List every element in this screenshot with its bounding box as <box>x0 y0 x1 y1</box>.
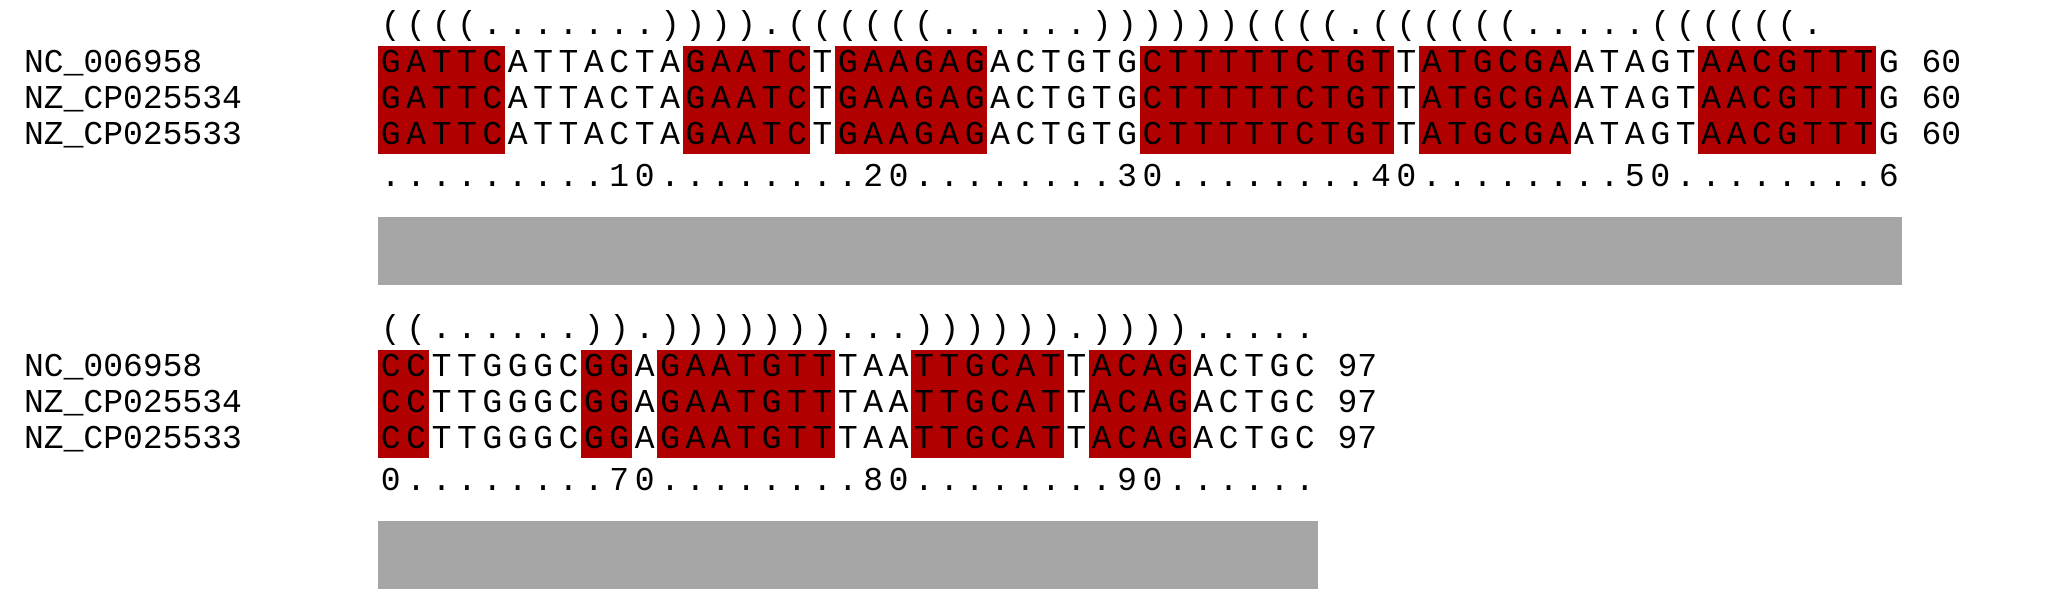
sequence-end-position: 60 <box>1921 117 1962 154</box>
sequence-name: NZ_CP025534 <box>24 81 242 118</box>
structure-line: ((((.......)))).((((((......))))))((((.(… <box>380 7 1823 44</box>
sequence-name: NZ_CP025533 <box>24 117 242 154</box>
sequence-row: C C T T G G G C G G A G A A T G T T T A A T T G C A T T A C A G A C T G C 97 <box>378 422 1377 458</box>
sequence-row: C C T T G G G C G G A G A A T G T T T A A T T G C A T T A C A G A C T G C 97 <box>378 350 1377 386</box>
sequence-end-position: 97 <box>1337 421 1378 458</box>
sequence-end-position: 97 <box>1337 349 1378 386</box>
sequence-row: C C T T G G G C G G A G A A T G T T T A A T T G C A T T A C A G A C T G C 97 <box>378 386 1377 422</box>
sequence-name: NZ_CP025534 <box>24 385 242 422</box>
sequence-name: NZ_CP025533 <box>24 421 242 458</box>
sequence-name: NC_006958 <box>24 45 203 82</box>
conservation-bar <box>378 217 1902 285</box>
sequence-end-position: 60 <box>1921 81 1962 118</box>
conservation-bar <box>378 521 1318 589</box>
structure-line: ((......)).)))))))...)))))).))))..... <box>380 311 1315 348</box>
sequence-end-position: 97 <box>1337 385 1378 422</box>
sequence-name: NC_006958 <box>24 349 203 386</box>
sequence-end-position: 60 <box>1921 45 1962 82</box>
